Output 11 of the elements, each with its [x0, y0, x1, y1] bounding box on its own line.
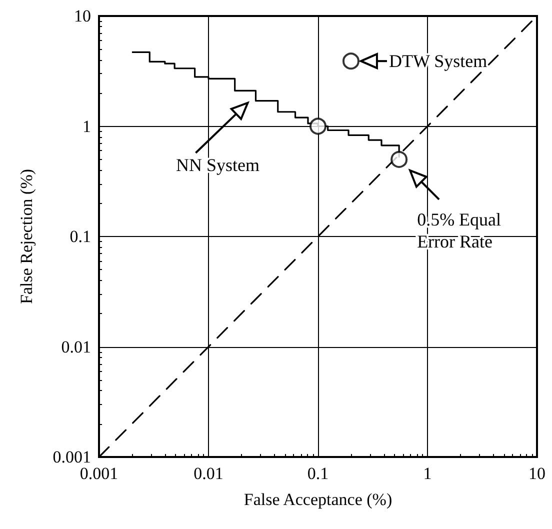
x-tick-label: 1 [423, 464, 432, 483]
y-axis-title: False Rejection (%) [17, 168, 36, 304]
x-tick-label: 10 [528, 464, 546, 483]
y-tick-label: 0.01 [61, 337, 91, 356]
x-tick-label: 0.01 [194, 464, 224, 483]
y-tick-label: 1 [82, 116, 91, 136]
y-tick-label: 0.001 [52, 448, 91, 466]
y-tick-label: 10 [74, 6, 91, 26]
x-tick-label: 0.1 [307, 464, 329, 483]
x-axis-title: False Acceptance (%) [244, 490, 392, 509]
y-tick-label: 0.1 [70, 227, 91, 246]
